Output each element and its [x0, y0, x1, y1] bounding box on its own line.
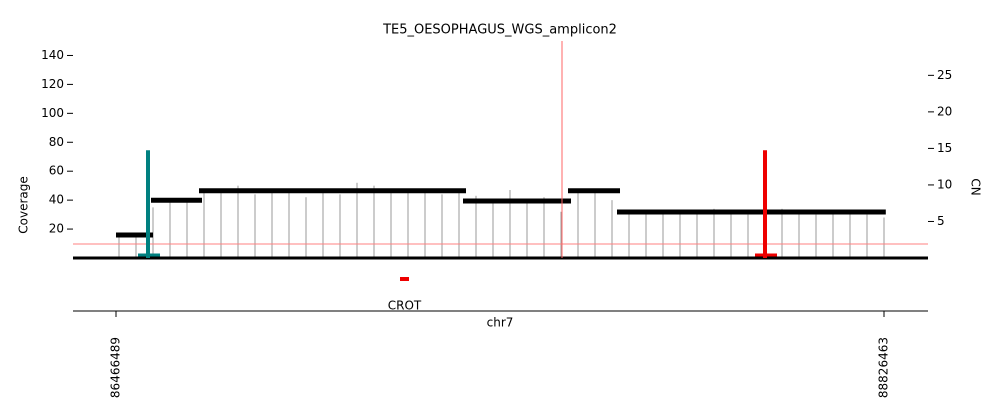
y-tick-label: 80: [49, 135, 64, 149]
gene-label: CROT: [388, 299, 422, 313]
y-tick-label: 40: [49, 193, 64, 207]
y2-tick-label: 25: [937, 68, 952, 82]
y-tick-label: 20: [49, 222, 64, 236]
y2-axis-label: CN: [969, 178, 983, 195]
x-tick-label: 86466489: [109, 337, 123, 398]
y-tick-label: 140: [41, 48, 64, 62]
y2-tick-label: 5: [937, 214, 945, 228]
y-axis-label: Coverage: [17, 176, 31, 234]
x-axis-label: chr7: [487, 316, 514, 330]
y-tick-label: 100: [41, 106, 64, 120]
y2-tick-label: 10: [937, 177, 952, 191]
y-tick-label: 60: [49, 164, 64, 178]
x-tick-label: 88826463: [876, 337, 890, 398]
y2-tick-label: 15: [937, 141, 952, 155]
y-tick-label: 120: [41, 77, 64, 91]
chart-title: TE5_OESOPHAGUS_WGS_amplicon2: [382, 23, 617, 38]
y2-tick-label: 20: [937, 104, 952, 118]
